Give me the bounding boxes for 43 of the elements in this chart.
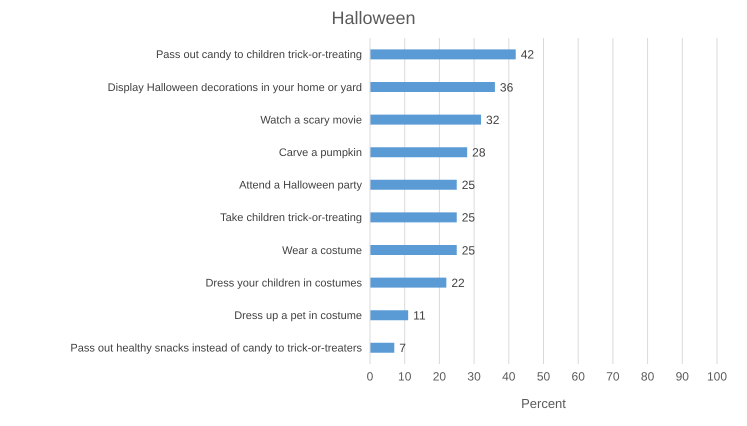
bar (370, 114, 482, 125)
data-label: 28 (472, 145, 486, 160)
data-label: 25 (462, 210, 476, 225)
x-axis-title: Percent (521, 396, 566, 411)
x-tick-label: 80 (640, 370, 655, 384)
x-tick-label: 10 (398, 370, 412, 384)
x-tick-label: 50 (536, 370, 550, 384)
y-tick-label: Watch a scary movie (260, 114, 362, 126)
x-tick-label: 60 (572, 370, 586, 384)
chart-title: Halloween (330, 8, 417, 30)
y-tick-label: Dress up a pet in costume (234, 310, 362, 322)
x-tick-label: 20 (432, 370, 446, 384)
bar (370, 245, 457, 256)
bar (370, 147, 468, 158)
bar (370, 310, 408, 320)
data-label: 7 (399, 341, 406, 356)
data-label: 25 (462, 243, 476, 258)
data-label: 36 (500, 80, 514, 94)
y-tick-label: Pass out candy to children trick-or-treating (156, 49, 362, 62)
bar (370, 342, 394, 353)
y-tick-label: Carve a pumpkin (278, 147, 362, 160)
data-label: 22 (451, 276, 466, 290)
x-tick-label: 70 (606, 370, 620, 384)
bar (370, 49, 516, 60)
bar (370, 180, 457, 190)
x-tick-label: 40 (502, 370, 516, 384)
x-tick-label: 0 (366, 370, 374, 384)
y-tick-label: Dress your children in costumes (205, 277, 362, 290)
y-tick-label: Display Halloween decorations in your home or yard (108, 82, 362, 94)
data-label: 11 (413, 308, 426, 322)
y-tick-label: Pass out healthy snacks instead of candy to trick-or-treaters (70, 342, 362, 355)
y-tick-label: Wear a costume (282, 244, 362, 257)
data-label: 32 (486, 112, 500, 127)
bar (370, 82, 495, 92)
y-tick-label: Attend a Halloween party (239, 180, 362, 192)
y-tick-label: Take children trick-or-treating (220, 212, 362, 224)
bar (370, 278, 446, 288)
x-tick-label: 90 (676, 370, 690, 384)
data-label: 25 (462, 178, 476, 192)
x-tick-label: 100 (706, 370, 728, 384)
data-label: 42 (520, 48, 534, 62)
bar (370, 212, 457, 222)
x-tick-label: 30 (467, 370, 482, 384)
